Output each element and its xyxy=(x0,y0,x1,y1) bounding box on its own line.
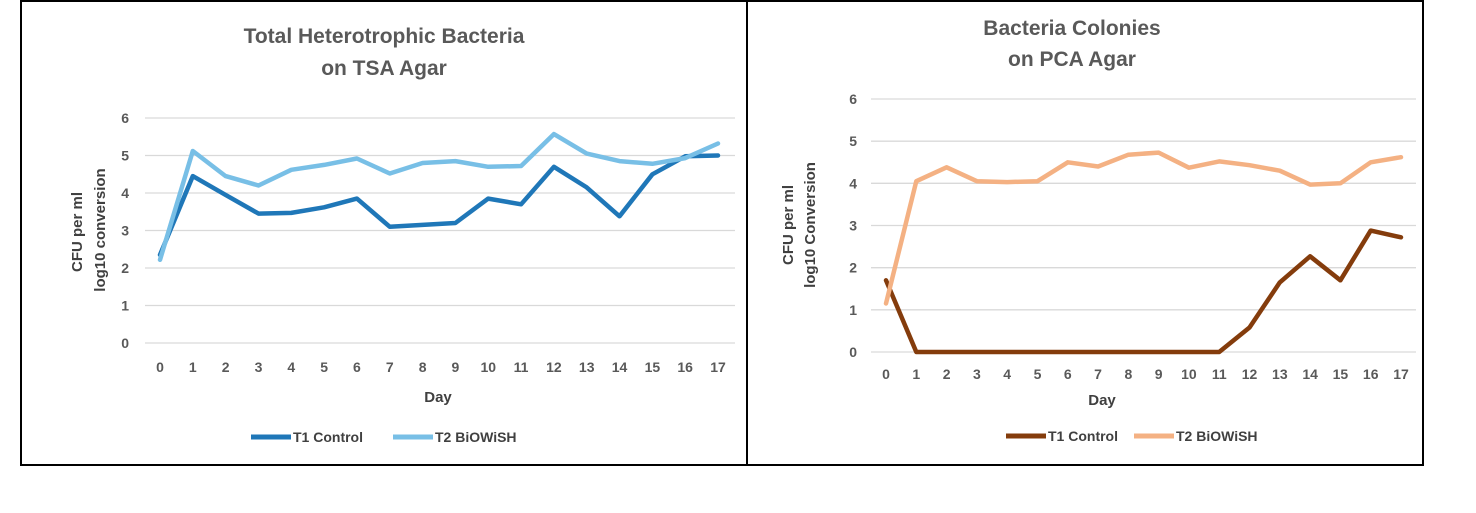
x-tick-label: 7 xyxy=(386,359,394,375)
x-tick-label: 12 xyxy=(546,359,562,375)
y-tick-labels: 0 1 2 3 4 5 6 xyxy=(121,110,129,351)
y-tick-label: 2 xyxy=(121,260,129,276)
gridlines xyxy=(145,117,735,344)
x-tick-label: 8 xyxy=(419,359,427,375)
series-line-t1-control xyxy=(883,228,1404,355)
y-tick-label: 1 xyxy=(121,298,129,314)
x-tick-label: 14 xyxy=(1302,366,1318,382)
y-tick-label: 0 xyxy=(849,344,857,360)
series-line-t2-biowish xyxy=(883,150,1404,306)
x-tick-label: 7 xyxy=(1094,366,1102,382)
legend-label-t2-biowish: T2 BiOWiSH xyxy=(435,429,517,445)
y-tick-label: 6 xyxy=(849,91,857,107)
x-tick-labels: 0 1 2 3 4 5 6 7 8 9 10 11 12 13 14 15 16 17 xyxy=(882,366,1409,382)
x-tick-label: 4 xyxy=(287,359,295,375)
y-axis-label-line-2: log10 Conversion xyxy=(802,162,819,288)
x-tick-label: 13 xyxy=(1272,366,1288,382)
y-tick-labels: 0 1 2 3 4 5 6 xyxy=(849,91,857,360)
y-tick-label: 3 xyxy=(121,223,129,239)
x-tick-label: 16 xyxy=(677,359,693,375)
y-tick-label: 4 xyxy=(849,175,857,191)
y-tick-label: 0 xyxy=(121,335,129,351)
x-tick-label: 15 xyxy=(1333,366,1349,382)
y-tick-label: 2 xyxy=(849,260,857,276)
x-tick-label: 3 xyxy=(255,359,263,375)
x-tick-label: 1 xyxy=(189,359,197,375)
x-tick-label: 12 xyxy=(1242,366,1258,382)
x-tick-label: 2 xyxy=(222,359,230,375)
series-line-t1-control xyxy=(157,153,721,258)
x-tick-label: 14 xyxy=(612,359,628,375)
x-axis-label: Day xyxy=(424,389,452,406)
x-tick-label: 1 xyxy=(912,366,920,382)
x-tick-label: 10 xyxy=(1181,366,1197,382)
x-tick-label: 10 xyxy=(480,359,496,375)
x-tick-label: 17 xyxy=(1393,366,1409,382)
x-tick-label: 17 xyxy=(710,359,726,375)
chart-border xyxy=(746,0,1424,466)
y-axis-label-line-2: log10 conversion xyxy=(92,168,109,291)
x-tick-label: 4 xyxy=(1003,366,1011,382)
x-tick-label: 16 xyxy=(1363,366,1379,382)
x-tick-label: 11 xyxy=(514,359,529,375)
x-tick-label: 0 xyxy=(882,366,890,382)
y-axis-label-line-1: CFU per ml xyxy=(780,185,797,265)
y-tick-label: 5 xyxy=(849,133,857,149)
x-tick-label: 9 xyxy=(452,359,460,375)
legend-label-t1-control: T1 Control xyxy=(1048,428,1118,444)
legend: T1 Control T2 BiOWiSH xyxy=(1006,428,1258,444)
x-tick-labels: 0 1 2 3 4 5 6 7 8 9 10 11 12 13 14 15 16 17 xyxy=(156,359,726,375)
series-line-t2-biowish xyxy=(157,131,721,263)
legend: T1 Control T2 BiOWiSH xyxy=(251,429,517,445)
chart-title-line-1: Total Heterotrophic Bacteria xyxy=(244,25,525,48)
legend-label-t1-control: T1 Control xyxy=(293,429,363,445)
x-tick-label: 5 xyxy=(320,359,328,375)
x-tick-label: 3 xyxy=(973,366,981,382)
x-tick-label: 6 xyxy=(353,359,361,375)
x-tick-label: 11 xyxy=(1212,366,1227,382)
chart-border xyxy=(20,0,748,466)
series-lines xyxy=(157,131,721,263)
x-tick-label: 6 xyxy=(1064,366,1072,382)
y-tick-label: 3 xyxy=(849,218,857,234)
y-tick-label: 1 xyxy=(849,302,857,318)
x-tick-label: 9 xyxy=(1155,366,1163,382)
x-tick-label: 2 xyxy=(943,366,951,382)
y-axis-label-line-1: CFU per ml xyxy=(69,192,86,272)
x-tick-label: 8 xyxy=(1124,366,1132,382)
chart-title-line-2: on PCA Agar xyxy=(1008,48,1136,71)
chart-title-line-1: Bacteria Colonies xyxy=(983,17,1160,40)
x-tick-label: 15 xyxy=(645,359,661,375)
legend-label-t2-biowish: T2 BiOWiSH xyxy=(1176,428,1258,444)
x-tick-label: 13 xyxy=(579,359,595,375)
chart-title-line-2: on TSA Agar xyxy=(321,57,447,80)
x-tick-label: 0 xyxy=(156,359,164,375)
x-tick-label: 5 xyxy=(1034,366,1042,382)
y-tick-label: 6 xyxy=(121,110,129,126)
y-tick-label: 4 xyxy=(121,185,129,201)
series-lines xyxy=(883,150,1404,355)
x-axis-label: Day xyxy=(1088,392,1116,409)
y-tick-label: 5 xyxy=(121,148,129,164)
chart-panel-tsa: Total Heterotrophic Bacteria on TSA Agar… xyxy=(20,0,748,466)
